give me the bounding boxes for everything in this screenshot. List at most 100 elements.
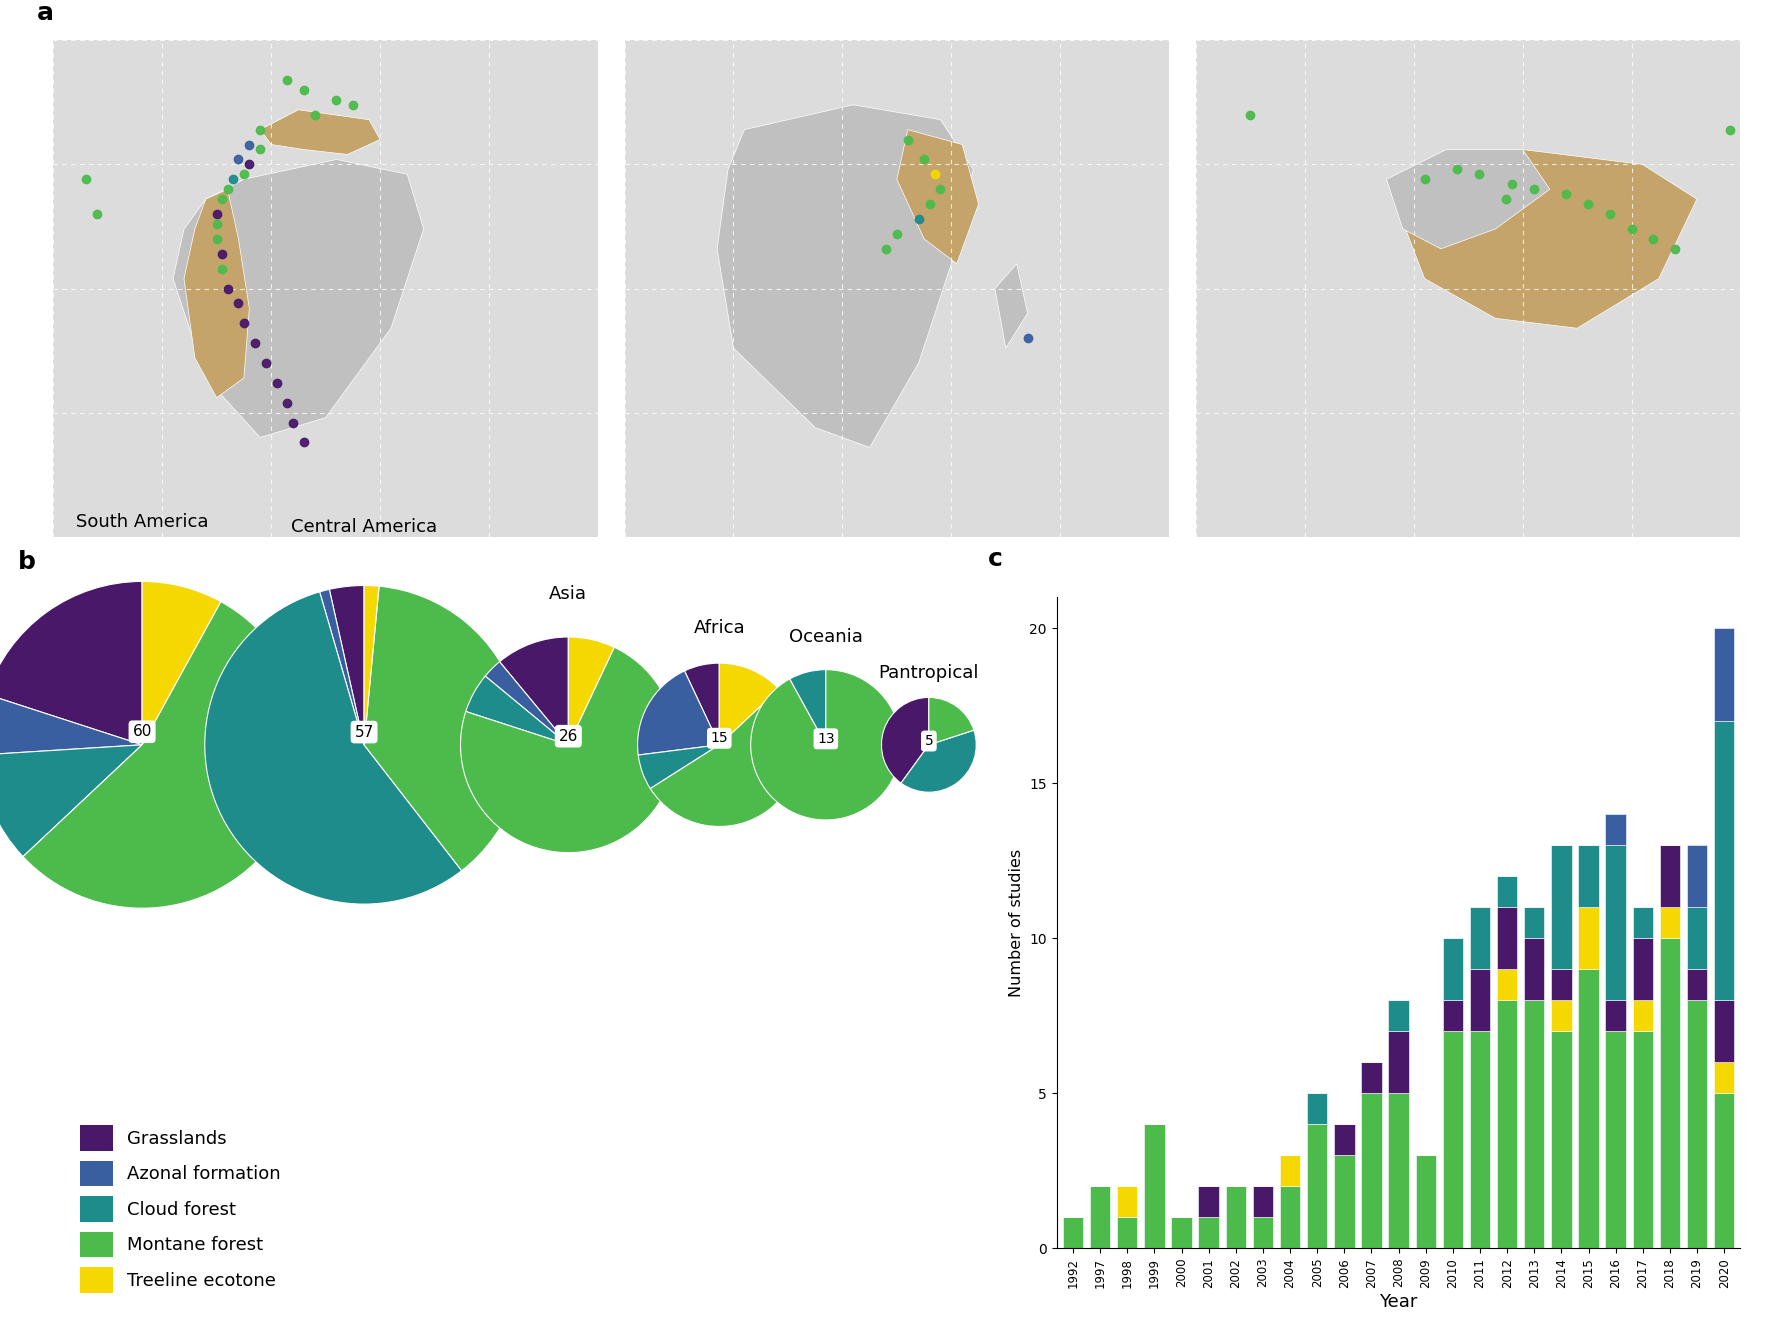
Wedge shape (638, 671, 719, 756)
Bar (1632, 907, 1653, 938)
Wedge shape (684, 663, 719, 745)
X-axis label: Year: Year (1380, 1294, 1417, 1311)
Bar (1524, 938, 1545, 1000)
Title: Africa: Africa (693, 619, 746, 637)
Bar (1606, 1000, 1625, 1031)
Bar (1606, 815, 1625, 845)
Title: Central America: Central America (291, 518, 437, 537)
Bar (1550, 1000, 1572, 1031)
Bar (1307, 1094, 1327, 1125)
Polygon shape (718, 105, 973, 447)
Title: Pantropical: Pantropical (879, 664, 979, 682)
Bar (1442, 1031, 1463, 1248)
Wedge shape (465, 676, 568, 745)
Bar (1687, 845, 1707, 907)
Bar (1389, 1031, 1408, 1094)
Bar (1632, 938, 1653, 1000)
Bar (1606, 845, 1625, 1000)
Bar (1606, 1031, 1625, 1248)
Bar (1471, 969, 1490, 1031)
Polygon shape (1387, 149, 1696, 329)
Polygon shape (185, 189, 249, 397)
Bar (1090, 1186, 1110, 1248)
Polygon shape (897, 130, 979, 263)
Wedge shape (204, 592, 462, 905)
Bar (1632, 1000, 1653, 1031)
Polygon shape (995, 263, 1028, 348)
Bar (1471, 907, 1490, 969)
Bar (1714, 1062, 1735, 1094)
Bar (1117, 1217, 1137, 1248)
Wedge shape (638, 745, 719, 789)
Wedge shape (460, 647, 677, 852)
Bar (1550, 1031, 1572, 1248)
Bar (1117, 1186, 1137, 1217)
Bar (1334, 1155, 1355, 1248)
Wedge shape (0, 581, 142, 745)
Bar (1579, 907, 1598, 969)
Wedge shape (900, 730, 977, 792)
Bar (1252, 1217, 1273, 1248)
Title: Oceania: Oceania (789, 628, 863, 646)
Bar (1199, 1186, 1218, 1217)
Bar (1471, 1031, 1490, 1248)
Bar (1661, 845, 1680, 907)
Bar (1062, 1217, 1083, 1248)
Bar (1497, 876, 1517, 907)
Text: c: c (987, 548, 1003, 572)
Text: 13: 13 (817, 731, 835, 746)
Wedge shape (0, 745, 142, 856)
Wedge shape (751, 670, 900, 820)
Wedge shape (142, 581, 220, 745)
Bar (1632, 1031, 1653, 1248)
Wedge shape (499, 637, 568, 745)
Bar (1550, 969, 1572, 1000)
Bar (1687, 1000, 1707, 1248)
Bar (1442, 1000, 1463, 1031)
Bar (1714, 1000, 1735, 1062)
Wedge shape (329, 585, 364, 745)
Bar (1497, 907, 1517, 969)
Bar (1280, 1186, 1300, 1248)
Bar (1144, 1125, 1165, 1248)
Polygon shape (172, 160, 424, 437)
Text: 5: 5 (925, 734, 932, 747)
Bar (1714, 721, 1735, 1000)
Bar (1550, 845, 1572, 969)
Wedge shape (790, 670, 826, 745)
Wedge shape (320, 589, 364, 745)
Wedge shape (650, 688, 801, 827)
Polygon shape (1387, 149, 1550, 248)
Bar (1199, 1217, 1218, 1248)
Wedge shape (719, 663, 780, 745)
Wedge shape (23, 601, 305, 909)
Bar (1442, 938, 1463, 1000)
Title: South America: South America (76, 513, 208, 531)
Wedge shape (364, 586, 524, 871)
Bar (1714, 628, 1735, 721)
Bar (1497, 969, 1517, 1000)
Bar (1225, 1186, 1247, 1248)
Bar (1524, 1000, 1545, 1248)
Text: 57: 57 (355, 725, 373, 739)
Bar (1360, 1062, 1382, 1094)
Wedge shape (364, 585, 378, 745)
Bar (1524, 907, 1545, 938)
Polygon shape (261, 110, 380, 154)
Bar (1172, 1217, 1192, 1248)
Bar (1415, 1155, 1437, 1248)
Y-axis label: Number of studies: Number of studies (1009, 848, 1023, 997)
Bar (1389, 1000, 1408, 1031)
Bar (1252, 1186, 1273, 1217)
Legend: Grasslands, Azonal formation, Cloud forest, Montane forest, Treeline ecotone: Grasslands, Azonal formation, Cloud fore… (80, 1125, 281, 1292)
Text: 15: 15 (710, 731, 728, 745)
Bar (1661, 907, 1680, 938)
Wedge shape (568, 637, 614, 745)
Bar (1661, 938, 1680, 1248)
Bar (1360, 1094, 1382, 1248)
Wedge shape (929, 698, 973, 745)
Wedge shape (881, 698, 929, 784)
Bar (1714, 1094, 1735, 1248)
Bar (1687, 907, 1707, 969)
Bar (1579, 969, 1598, 1248)
